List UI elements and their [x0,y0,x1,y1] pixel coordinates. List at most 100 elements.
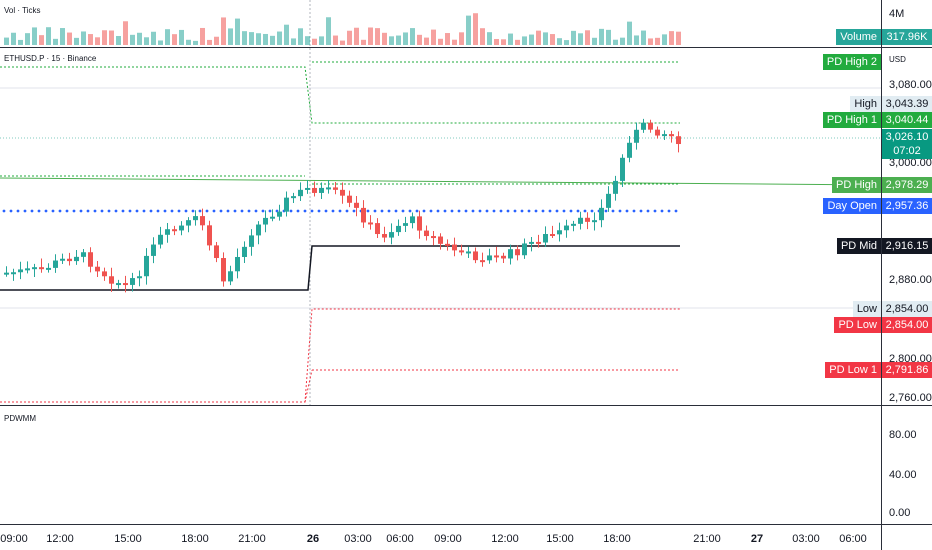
candle-body [193,216,198,221]
price-axis-label-2760: 2,760.00 [889,392,932,404]
volume-bar [53,38,58,45]
day-open-dot [163,209,167,213]
candle-body [613,180,618,194]
volume-bar [326,17,331,45]
day-open-dot [534,209,538,213]
volume-bar [137,32,142,45]
candle-body [501,255,506,259]
volume-bar [550,34,555,45]
day-open-dot [373,209,377,213]
volume-bar [662,34,667,45]
candle-body [494,255,499,258]
day-open-dot [170,209,174,213]
day-open-dot [338,209,342,213]
candle-body [249,235,254,247]
day-open-dot [450,209,454,213]
volume-bar [354,27,359,45]
volume-bar [207,39,212,45]
day-open-dot [541,209,545,213]
candle-body [578,217,583,224]
day-open-dot [86,209,90,213]
pd-high-2-name: PD High 2 [822,54,881,70]
volume-bar [298,28,303,45]
day-open-dot [415,209,419,213]
price-chart[interactable] [0,48,881,405]
time-axis-label: 06:00 [386,533,414,545]
volume-bar [88,34,93,45]
candle-body [32,267,37,270]
volume-bar [312,38,317,45]
pane-separator-1[interactable] [0,47,932,48]
day-open-dot [583,209,587,213]
volume-pane[interactable]: Vol · Ticks 4M Volume 317.96K [0,0,932,47]
indicator-axis-label-40: 40.00 [889,469,917,481]
volume-bar [382,32,387,45]
candle-body [508,249,513,259]
pane-separator-2[interactable] [0,405,932,406]
volume-bar [242,31,247,45]
volume-bar [319,36,324,45]
pd-high-2-line [0,66,680,124]
volume-bar [557,38,562,45]
candle-body [592,220,597,223]
volume-bar [669,31,674,45]
time-axis-label: 09:00 [434,533,462,545]
candle-body [95,266,100,272]
candle-body [585,217,590,222]
volume-bar [11,32,16,45]
indicator-axis-label-80: 80.00 [889,429,917,441]
candle-body [641,122,646,130]
day-open-dot [156,209,160,213]
volume-pane-title: Vol · Ticks [4,6,41,15]
candle-body [529,241,534,244]
candle-body [179,225,184,231]
candle-body [487,255,492,261]
day-open-dot [142,209,146,213]
day-open-dot [471,209,475,213]
candle-body [319,187,324,193]
candle-body [550,234,555,237]
price-scale-border [881,0,882,550]
candle-body [228,271,233,282]
candle-body [361,207,366,223]
time-axis-label: 03:00 [792,533,820,545]
day-open-dot [51,209,55,213]
volume-bar [291,38,296,45]
volume-bar [515,39,520,45]
candle-body [25,268,30,271]
day-open-dot [184,209,188,213]
volume-bar [487,32,492,45]
volume-bar [263,33,268,45]
volume-bar [305,36,310,45]
candle-body [431,236,436,239]
volume-bar [480,28,485,45]
day-open-dot [205,209,209,213]
price-pane[interactable]: ETHUSD.P · 15 · Binance USD 3,080.00 3,0… [0,48,932,405]
pd-low-1-name: PD Low 1 [825,362,881,378]
day-open-dot [65,209,69,213]
day-open-dot [107,209,111,213]
candle-body [536,241,541,244]
candle-body [606,193,611,208]
volume-bar [116,35,121,45]
indicator-pane[interactable]: PDWMM 80.00 40.00 0.00 [0,406,932,524]
day-open-dot [478,209,482,213]
candle-body [347,195,352,203]
candle-body [46,267,51,270]
day-open-dot [93,209,97,213]
volume-bar [102,30,107,45]
day-open-dot [219,209,223,213]
volume-bar [599,28,604,45]
day-open-dot [121,209,125,213]
candle-body [277,211,282,217]
day-open-dot [100,209,104,213]
volume-bar [25,33,30,45]
high-name: High [850,96,881,112]
day-open-dot [520,209,524,213]
time-axis[interactable]: 09:00 12:00 15:00 18:00 21:00 26 03:00 06:00 09:… [0,524,881,550]
volume-bar [340,40,345,45]
day-open-dot [632,209,636,213]
candle-body [382,234,387,238]
day-open-dot [408,209,412,213]
candle-body [256,224,261,236]
